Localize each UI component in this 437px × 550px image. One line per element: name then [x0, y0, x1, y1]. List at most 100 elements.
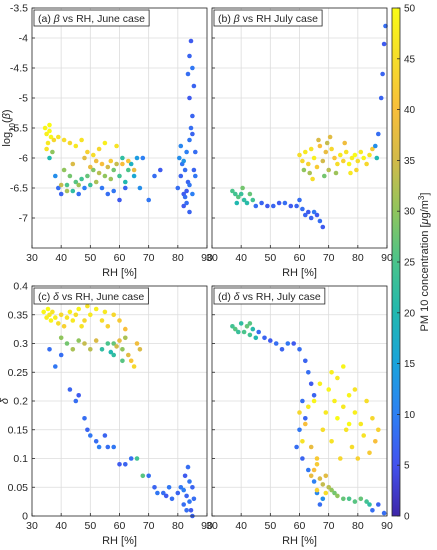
data-point	[308, 473, 314, 479]
data-point	[265, 203, 270, 209]
data-point	[134, 456, 140, 461]
data-point	[320, 482, 326, 487]
panel-title-text: (b) β vs RH July case	[218, 13, 318, 25]
y-tick-label: -4.5	[10, 63, 28, 75]
data-point	[99, 161, 105, 167]
data-point	[177, 155, 182, 161]
data-point	[250, 326, 256, 332]
x-tick-label: 40	[235, 252, 247, 264]
data-point	[169, 496, 175, 502]
x-tick-label: 50	[84, 520, 96, 532]
data-point	[120, 161, 125, 167]
data-point	[311, 393, 317, 398]
y-label-text: (	[1, 119, 13, 123]
data-point	[152, 173, 157, 179]
data-point	[152, 485, 157, 490]
data-point	[376, 427, 381, 433]
data-point	[50, 309, 55, 315]
data-point	[134, 155, 140, 161]
data-point	[316, 137, 321, 143]
data-point	[191, 496, 197, 502]
colorbar-label-text: PM 10 concentration [	[419, 224, 431, 331]
data-point	[367, 450, 372, 456]
data-point	[320, 158, 326, 164]
data-point	[187, 53, 192, 59]
data-point	[102, 309, 108, 315]
title-prefix: (c)	[38, 291, 53, 303]
data-point	[178, 485, 184, 490]
colorbar-tick-label: 20	[404, 308, 416, 319]
data-point	[117, 462, 122, 467]
data-point	[314, 212, 320, 218]
data-point	[329, 439, 334, 444]
data-point	[308, 215, 314, 221]
data-point	[191, 167, 197, 173]
data-point	[250, 197, 256, 203]
data-point	[364, 161, 369, 167]
data-point	[105, 444, 111, 450]
data-point	[367, 152, 372, 158]
data-point	[128, 161, 134, 167]
data-point	[178, 173, 184, 179]
x-axis-label: RH [%]	[102, 535, 137, 547]
data-point	[311, 479, 317, 484]
data-point	[108, 176, 114, 182]
data-point	[111, 167, 116, 173]
data-point	[381, 41, 387, 47]
data-point	[335, 493, 340, 499]
data-point	[303, 212, 308, 218]
data-point	[273, 341, 279, 346]
data-point	[108, 349, 114, 355]
data-point	[47, 312, 52, 318]
data-point	[96, 146, 102, 152]
data-point	[279, 347, 285, 352]
data-point	[300, 158, 305, 164]
y-tick-label: -5.5	[10, 123, 28, 135]
panel-title: (a) β vs RH, June case	[33, 9, 150, 27]
x-tick-label: 90	[201, 252, 213, 264]
data-point	[61, 137, 67, 143]
y-label-symbol: β	[1, 112, 13, 120]
data-point	[102, 173, 108, 179]
data-point	[352, 499, 358, 504]
data-point	[335, 161, 340, 167]
title-symbol: δ	[234, 291, 240, 303]
data-point	[58, 182, 64, 188]
data-point	[58, 312, 64, 318]
data-point	[82, 185, 87, 191]
data-point	[93, 158, 99, 164]
data-point	[262, 335, 267, 341]
data-point	[370, 416, 375, 421]
data-point	[303, 421, 308, 427]
colorbar-tick-label: 5	[404, 461, 410, 472]
panel-title-text: (c) δ vs RH, June case	[38, 291, 144, 303]
colorbar-tick-label: 50	[404, 4, 416, 15]
data-point	[67, 387, 73, 392]
data-point	[238, 191, 244, 197]
data-point	[58, 335, 64, 341]
data-point	[91, 152, 96, 158]
data-point	[114, 143, 119, 149]
data-point	[364, 398, 369, 404]
data-point	[123, 326, 128, 332]
data-point	[73, 179, 79, 185]
data-point	[79, 137, 84, 143]
panel-title: (d) δ vs RH, July case	[213, 287, 326, 305]
data-point	[155, 490, 160, 496]
data-point	[373, 143, 378, 149]
panel-title-box	[33, 287, 149, 305]
y-tick-label: 0.1	[13, 453, 28, 465]
data-point	[82, 416, 87, 421]
data-point	[67, 140, 73, 146]
data-point	[187, 182, 192, 188]
data-point	[123, 179, 128, 185]
data-points	[230, 23, 388, 230]
data-point	[276, 200, 282, 206]
data-point	[346, 161, 352, 167]
data-point	[253, 335, 259, 341]
y-label-text: )	[1, 109, 13, 113]
y-axis-label: log10(β)	[1, 109, 17, 146]
data-point	[187, 95, 192, 101]
title-symbol: β	[53, 13, 60, 25]
data-point	[247, 332, 253, 338]
